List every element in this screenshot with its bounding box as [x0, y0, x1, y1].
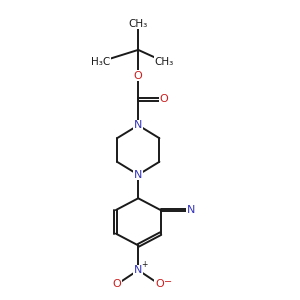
Text: +: +	[141, 260, 147, 269]
Text: −: −	[164, 277, 172, 287]
Text: CH₃: CH₃	[129, 19, 148, 29]
Text: H₃C: H₃C	[91, 57, 110, 67]
Text: O: O	[134, 71, 142, 81]
Text: O: O	[160, 94, 169, 104]
Text: N: N	[134, 170, 142, 180]
Text: CH₃: CH₃	[154, 57, 174, 67]
Text: O: O	[155, 279, 164, 289]
Text: N: N	[187, 205, 195, 215]
Text: O: O	[112, 279, 122, 289]
Text: N: N	[134, 120, 142, 130]
Text: N: N	[134, 265, 142, 275]
